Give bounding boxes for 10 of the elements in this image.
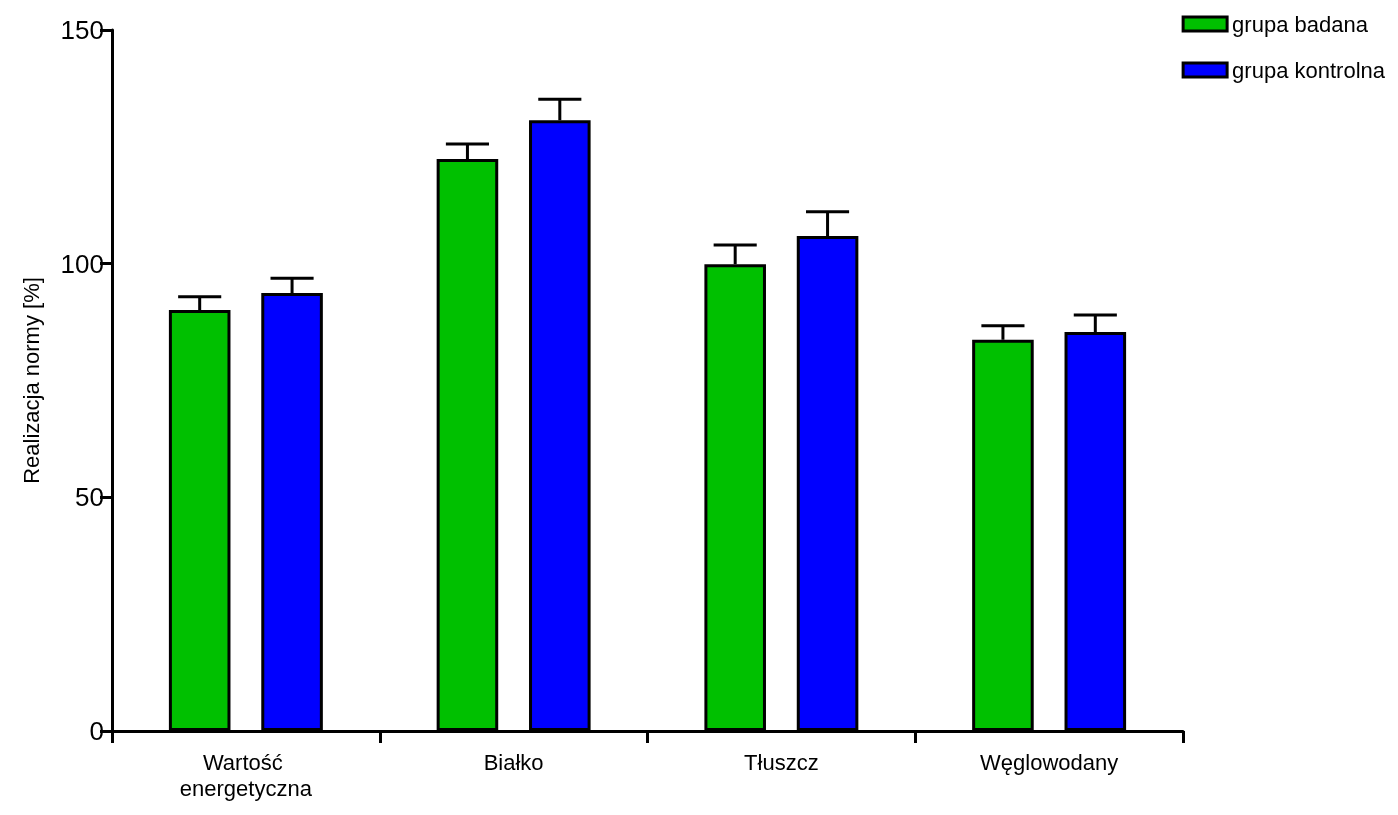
x-tick-label: Białko <box>483 749 544 775</box>
x-tick-label: Węglowodany <box>980 749 1119 775</box>
y-tick-label: 50 <box>75 482 104 513</box>
x-tick-label: Wartość energetyczna <box>179 749 313 801</box>
x-tick-label: Tłuszcz <box>744 749 819 775</box>
y-tick-label: 100 <box>60 248 104 279</box>
legend-label: grupa badana <box>1232 11 1369 37</box>
y-tick-label: 150 <box>60 15 104 45</box>
legend-label: grupa kontrolna <box>1232 57 1386 83</box>
y-axis-title: Realizacja normy [%] <box>18 277 44 484</box>
